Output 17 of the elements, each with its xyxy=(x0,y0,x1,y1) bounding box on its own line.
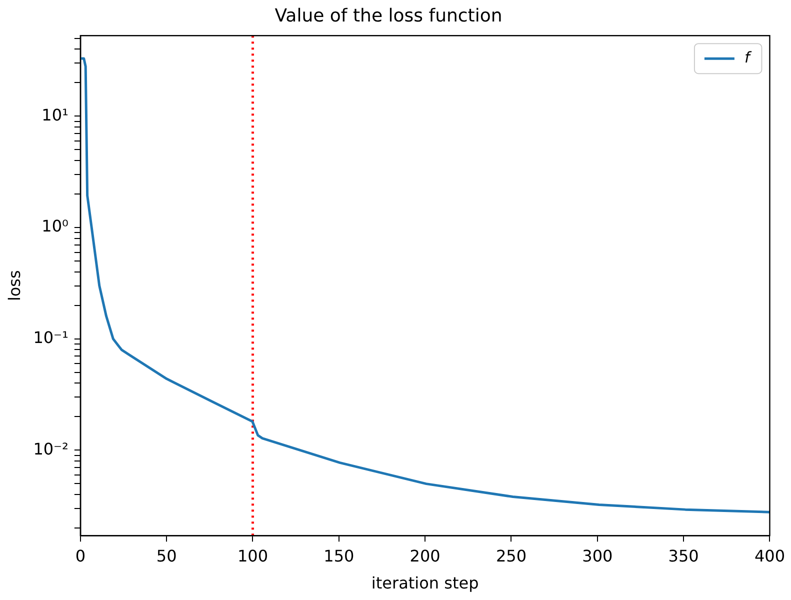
y-axis-title: loss xyxy=(4,270,24,302)
y-tick-label: 10¹ xyxy=(42,105,68,124)
y-tick-label: 10⁻¹ xyxy=(33,328,68,348)
x-tick-label: 0 xyxy=(75,546,86,566)
y-tick-label: 10⁰ xyxy=(42,216,68,236)
x-tick-label: 100 xyxy=(237,546,268,566)
x-tick-label: 300 xyxy=(582,546,613,566)
x-tick-label: 350 xyxy=(668,546,699,566)
x-tick-label: 250 xyxy=(496,546,527,566)
x-axis-title: iteration step xyxy=(371,574,479,593)
legend-label: f xyxy=(744,48,752,66)
x-tick-label: 50 xyxy=(156,546,177,566)
x-tick-label: 150 xyxy=(324,546,354,566)
x-tick-label: 200 xyxy=(410,546,440,566)
chart-title: Value of the loss function xyxy=(274,5,502,26)
y-tick-label: 10⁻² xyxy=(33,439,68,458)
x-tick-label: 400 xyxy=(754,546,786,566)
